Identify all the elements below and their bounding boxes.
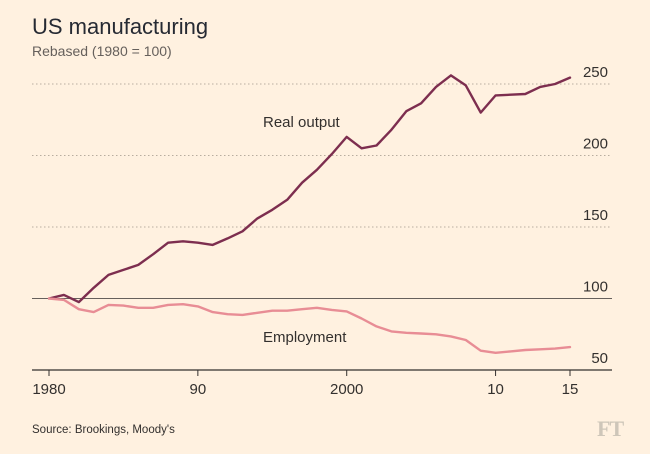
source-note: Source: Brookings, Moody's: [32, 424, 175, 436]
y-tick-label-250: 250: [583, 64, 608, 81]
chart-title: US manufacturing: [32, 14, 209, 39]
chart-subtitle: Rebased (1980 = 100): [32, 43, 172, 59]
grid-layer: [32, 83, 612, 371]
x-tick-label-1980: 1980: [32, 381, 65, 398]
ft-logo: FT: [597, 416, 624, 441]
x-tick-label-90: 90: [190, 381, 207, 398]
series-labels: Real output Employment: [263, 114, 347, 346]
employment-label: Employment: [263, 329, 347, 346]
x-axis: 1980 90 2000 10 15: [32, 370, 578, 398]
real-output-line: [47, 74, 572, 304]
x-tick-label-10: 10: [487, 381, 504, 398]
y-tick-label-50: 50: [591, 350, 608, 367]
y-tick-label-100: 100: [583, 279, 608, 296]
series-layer: [47, 74, 572, 354]
y-tick-label-200: 200: [583, 136, 608, 153]
y-tick-label-150: 150: [583, 207, 608, 224]
x-tick-label-15: 15: [562, 381, 579, 398]
y-axis-labels: 50 100 150 200 250: [583, 64, 608, 367]
x-tick-label-2000: 2000: [330, 381, 363, 398]
employment-line: [47, 297, 572, 354]
real-output-label: Real output: [263, 114, 341, 131]
